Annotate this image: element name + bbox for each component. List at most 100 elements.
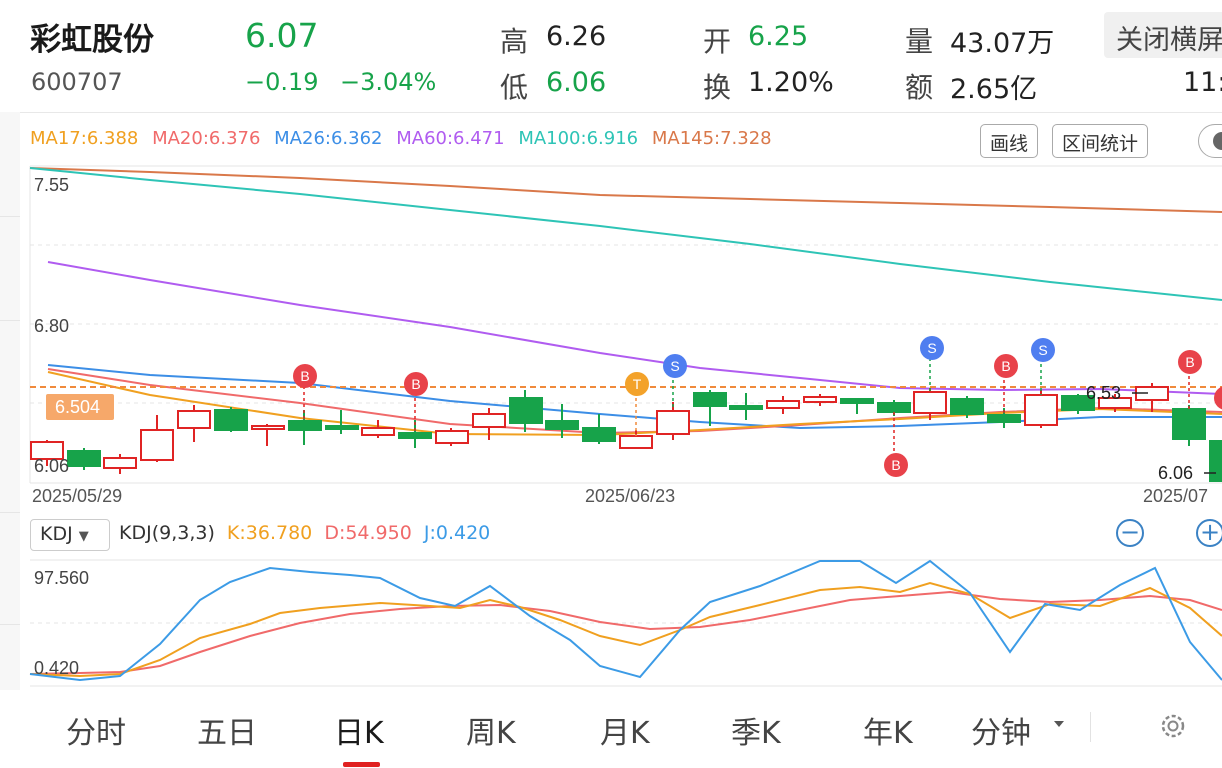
candle	[67, 450, 101, 467]
indicator-selector[interactable]: KDJ ▼	[30, 519, 110, 551]
y-label-mid: 6.80	[34, 316, 69, 336]
sell-marker: S	[920, 336, 944, 360]
settings-gear-icon[interactable]	[1158, 711, 1188, 741]
volume-label: 量	[905, 25, 934, 58]
candle	[950, 398, 984, 415]
candle	[325, 425, 359, 430]
kdj-d-value: D:54.950	[324, 522, 412, 544]
high-price-tag: 6.53	[1086, 383, 1121, 403]
candle	[361, 427, 395, 436]
kdj-k-line	[29, 581, 1222, 678]
zoom-out-button[interactable]: −	[1116, 519, 1144, 547]
candle	[288, 420, 322, 431]
settings-toggle-button[interactable]	[1198, 124, 1222, 158]
marker-label: B	[300, 368, 309, 384]
period-tabbar: 分时 五日 日K 周K 月K 季K 年K 分钟	[0, 690, 1222, 768]
turnover-label: 换	[703, 71, 732, 104]
candle	[214, 409, 248, 431]
high-value: 6.26	[546, 21, 607, 52]
last-price: 6.07	[245, 16, 319, 55]
amount-value: 2.65亿	[950, 74, 1038, 105]
marker-label: S	[927, 340, 936, 356]
marker-label: B	[891, 457, 900, 473]
kdj-j-value: J:0.420	[423, 522, 491, 544]
tab-quarterly-k[interactable]: 季K	[731, 716, 781, 751]
x-label-end: 2025/07	[1143, 486, 1208, 506]
zoom-in-button[interactable]: +	[1196, 519, 1222, 547]
marker-label: T	[633, 376, 642, 392]
candle	[693, 392, 727, 407]
interval-stats-button[interactable]: 区间统计	[1052, 124, 1149, 158]
trade-markers[interactable]: B B T S B S B S	[293, 336, 1222, 477]
candle	[1098, 397, 1132, 409]
draw-line-button[interactable]: 画线	[980, 124, 1039, 158]
buy-marker: B	[994, 354, 1018, 378]
candle	[1172, 408, 1206, 440]
kdj-legend: KDJ(9,3,3) K:36.780 D:54.950 J:0.420	[119, 522, 496, 544]
kline-grid	[29, 165, 1222, 484]
toggle-icon	[1213, 132, 1222, 150]
high-label: 高	[500, 25, 529, 58]
turnover-value: 1.20%	[748, 67, 834, 98]
candle	[398, 432, 432, 439]
candle	[435, 430, 469, 444]
open-value: 6.25	[748, 21, 809, 52]
kdj-d-line	[29, 590, 1222, 675]
open-label: 开	[703, 25, 732, 58]
tab-daily-k[interactable]: 日K	[334, 716, 384, 751]
quote-time: 11:2	[1183, 67, 1222, 98]
x-label-start: 2025/05/29	[32, 486, 122, 506]
tab-monthly-k[interactable]: 月K	[600, 716, 650, 751]
header-divider	[20, 112, 1222, 113]
x-label-mid: 2025/06/23	[585, 486, 675, 506]
candle	[472, 413, 506, 428]
buy-marker: B	[293, 364, 317, 388]
candle	[251, 425, 285, 430]
candle	[1209, 440, 1222, 482]
candle	[177, 410, 211, 429]
tab-intraday[interactable]: 分时	[66, 716, 126, 751]
current-price-tag-bg	[46, 394, 114, 420]
candle	[1061, 395, 1095, 411]
minute-dropdown-caret-icon[interactable]	[1054, 721, 1064, 727]
low-value: 6.06	[546, 67, 607, 98]
marker-label: B	[1001, 358, 1010, 374]
candle	[30, 441, 64, 460]
marker-label: S	[1038, 342, 1047, 358]
tab-five-day[interactable]: 五日	[197, 716, 257, 751]
close-landscape-button[interactable]: 关闭横屏	[1104, 12, 1222, 58]
marker-label: S	[670, 358, 679, 374]
kdj-y-bottom: 0.420	[34, 658, 79, 678]
volume-value: 43.07万	[950, 28, 1055, 59]
kdj-y-top: 97.560	[34, 568, 89, 588]
tab-weekly-k[interactable]: 周K	[466, 716, 516, 751]
buy-marker: B	[404, 372, 428, 396]
amount-label: 额	[905, 71, 934, 104]
tab-minute[interactable]: 分钟	[971, 716, 1031, 751]
t-marker: T	[625, 372, 649, 396]
candle	[840, 398, 874, 404]
kdj-j-line	[29, 559, 1222, 682]
candle	[545, 420, 579, 430]
candle	[509, 397, 543, 424]
stock-name: 彩虹股份	[30, 22, 154, 58]
price-change-pct: −3.04%	[340, 68, 437, 96]
candle	[877, 402, 911, 413]
ma100-value: MA100:6.916	[518, 128, 639, 149]
buy-marker: B	[1178, 350, 1202, 374]
candle	[987, 414, 1021, 423]
kdj-grid	[30, 559, 1222, 687]
ma-legend: MA17:6.388 MA20:6.376 MA26:6.362 MA60:6.…	[30, 128, 780, 149]
sell-marker: S	[663, 354, 687, 378]
ma20-value: MA20:6.376	[152, 128, 261, 149]
low-label: 低	[500, 71, 529, 104]
candle	[140, 429, 174, 461]
tab-yearly-k[interactable]: 年K	[863, 716, 913, 751]
candle	[656, 410, 690, 435]
y-label-top: 7.55	[34, 175, 69, 195]
current-price-tag: 6.504	[55, 397, 100, 417]
candle	[729, 405, 763, 410]
kdj-params: KDJ(9,3,3)	[119, 522, 215, 544]
low-price-tag: 6.06	[1158, 463, 1193, 483]
